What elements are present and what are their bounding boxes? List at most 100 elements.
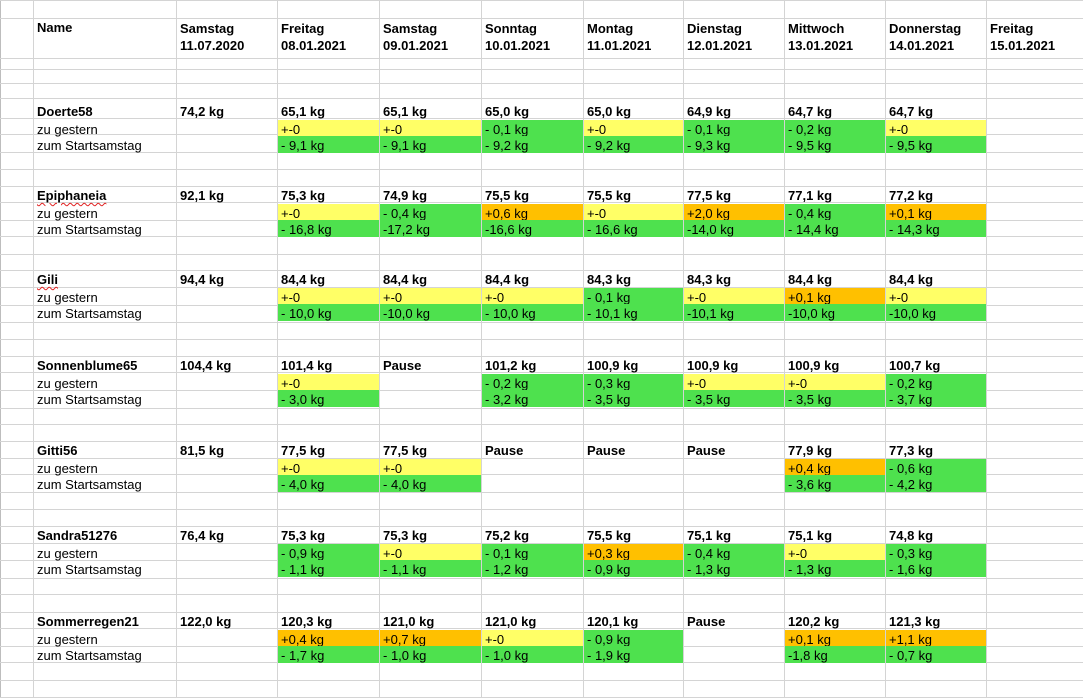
label-vs-start[interactable]: zum Startsamstag: [37, 648, 142, 663]
diff-start-cell[interactable]: - 3,2 kg: [482, 390, 583, 407]
weight-cell[interactable]: 84,4 kg: [788, 272, 833, 287]
diff-start-cell[interactable]: - 4,0 kg: [380, 475, 481, 492]
diff-start-cell[interactable]: - 16,6 kg: [584, 220, 683, 237]
diff-start-cell[interactable]: - 3,0 kg: [278, 390, 379, 407]
weight-cell[interactable]: 77,5 kg: [281, 443, 326, 458]
diff-start-cell[interactable]: - 4,2 kg: [886, 475, 986, 492]
start-weight[interactable]: 94,4 kg: [180, 272, 225, 287]
label-vs-start[interactable]: zum Startsamstag: [37, 562, 142, 577]
weight-cell[interactable]: 100,9 kg: [587, 358, 639, 373]
diff-yesterday-cell[interactable]: +2,0 kg: [684, 204, 784, 221]
header-column-3[interactable]: Samstag 09.01.2021: [380, 18, 481, 58]
diff-start-cell[interactable]: - 14,3 kg: [886, 220, 986, 237]
diff-yesterday-cell[interactable]: - 0,3 kg: [584, 374, 683, 391]
label-vs-yesterday[interactable]: zu gestern: [37, 290, 98, 305]
person-name[interactable]: Doerte58: [37, 104, 93, 119]
diff-start-cell[interactable]: - 9,3 kg: [684, 136, 784, 153]
label-vs-start[interactable]: zum Startsamstag: [37, 477, 142, 492]
diff-start-cell[interactable]: -10,0 kg: [380, 304, 481, 321]
diff-start-cell[interactable]: - 1,0 kg: [380, 646, 481, 663]
diff-yesterday-cell[interactable]: +-0: [380, 120, 481, 137]
start-weight[interactable]: 122,0 kg: [180, 614, 232, 629]
weight-cell[interactable]: 77,1 kg: [788, 188, 833, 203]
diff-start-cell[interactable]: -10,0 kg: [886, 304, 986, 321]
person-name[interactable]: Sonnenblume65: [37, 358, 138, 373]
weight-cell[interactable]: 75,5 kg: [587, 188, 632, 203]
start-weight[interactable]: 81,5 kg: [180, 443, 225, 458]
weight-cell[interactable]: 101,2 kg: [485, 358, 537, 373]
weight-cell[interactable]: 77,5 kg: [687, 188, 732, 203]
diff-start-cell[interactable]: -10,0 kg: [785, 304, 885, 321]
weight-cell[interactable]: Pause: [485, 443, 524, 458]
start-weight[interactable]: 74,2 kg: [180, 104, 225, 119]
diff-yesterday-cell[interactable]: +-0: [684, 288, 784, 305]
weight-cell[interactable]: 64,7 kg: [889, 104, 934, 119]
diff-start-cell[interactable]: -14,0 kg: [684, 220, 784, 237]
diff-yesterday-cell[interactable]: +-0: [482, 288, 583, 305]
diff-yesterday-cell[interactable]: - 0,1 kg: [482, 544, 583, 561]
label-vs-yesterday[interactable]: zu gestern: [37, 461, 98, 476]
diff-yesterday-cell[interactable]: +-0: [482, 630, 583, 647]
diff-yesterday-cell[interactable]: - 0,2 kg: [886, 374, 986, 391]
diff-yesterday-cell[interactable]: - 0,9 kg: [584, 630, 683, 647]
weight-cell[interactable]: 101,4 kg: [281, 358, 333, 373]
diff-start-cell[interactable]: - 1,9 kg: [584, 646, 683, 663]
diff-yesterday-cell[interactable]: +-0: [278, 120, 379, 137]
diff-start-cell[interactable]: - 10,0 kg: [482, 304, 583, 321]
weight-cell[interactable]: 84,3 kg: [687, 272, 732, 287]
header-column-2[interactable]: Freitag 08.01.2021: [278, 18, 379, 58]
diff-yesterday-cell[interactable]: +-0: [380, 544, 481, 561]
weight-cell[interactable]: 64,7 kg: [788, 104, 833, 119]
weight-cell[interactable]: 120,1 kg: [587, 614, 639, 629]
weight-cell[interactable]: 84,3 kg: [587, 272, 632, 287]
diff-start-cell[interactable]: - 1,1 kg: [278, 560, 379, 577]
diff-start-cell[interactable]: - 3,7 kg: [886, 390, 986, 407]
diff-start-cell[interactable]: - 9,2 kg: [584, 136, 683, 153]
diff-yesterday-cell[interactable]: - 0,4 kg: [785, 204, 885, 221]
weight-cell[interactable]: 100,7 kg: [889, 358, 941, 373]
weight-cell[interactable]: 84,4 kg: [281, 272, 326, 287]
weight-cell[interactable]: 75,3 kg: [281, 528, 326, 543]
header-column-1[interactable]: Samstag 11.07.2020: [177, 18, 277, 58]
diff-start-cell[interactable]: - 0,9 kg: [584, 560, 683, 577]
weight-cell[interactable]: 64,9 kg: [687, 104, 732, 119]
weight-cell[interactable]: 75,3 kg: [281, 188, 326, 203]
diff-yesterday-cell[interactable]: - 0,2 kg: [482, 374, 583, 391]
diff-start-cell[interactable]: - 1,7 kg: [278, 646, 379, 663]
diff-start-cell[interactable]: - 1,2 kg: [482, 560, 583, 577]
header-name[interactable]: Name: [37, 20, 73, 35]
weight-cell[interactable]: 75,5 kg: [587, 528, 632, 543]
diff-yesterday-cell[interactable]: - 0,9 kg: [278, 544, 379, 561]
weight-cell[interactable]: 121,0 kg: [485, 614, 537, 629]
weight-cell[interactable]: 77,2 kg: [889, 188, 934, 203]
diff-start-cell[interactable]: - 10,0 kg: [278, 304, 379, 321]
weight-cell[interactable]: 121,0 kg: [383, 614, 435, 629]
diff-yesterday-cell[interactable]: +0,4 kg: [278, 630, 379, 647]
diff-yesterday-cell[interactable]: - 0,4 kg: [684, 544, 784, 561]
weight-cell[interactable]: 74,8 kg: [889, 528, 934, 543]
diff-start-cell[interactable]: - 3,5 kg: [684, 390, 784, 407]
diff-yesterday-cell[interactable]: +-0: [380, 459, 481, 476]
header-column-5[interactable]: Montag 11.01.2021: [584, 18, 683, 58]
weight-cell[interactable]: 65,0 kg: [485, 104, 530, 119]
person-name[interactable]: Sandra51276: [37, 528, 118, 543]
weight-cell[interactable]: 120,3 kg: [281, 614, 333, 629]
weight-cell[interactable]: 77,9 kg: [788, 443, 833, 458]
diff-start-cell[interactable]: - 3,5 kg: [785, 390, 885, 407]
header-column-8[interactable]: Donnerstag 14.01.2021: [886, 18, 986, 58]
weight-cell[interactable]: Pause: [587, 443, 626, 458]
label-vs-yesterday[interactable]: zu gestern: [37, 546, 98, 561]
diff-yesterday-cell[interactable]: +0,3 kg: [584, 544, 683, 561]
diff-yesterday-cell[interactable]: +-0: [684, 374, 784, 391]
weight-cell[interactable]: 84,4 kg: [383, 272, 428, 287]
diff-yesterday-cell[interactable]: - 0,4 kg: [380, 204, 481, 221]
diff-start-cell[interactable]: - 14,4 kg: [785, 220, 885, 237]
diff-start-cell[interactable]: -10,1 kg: [684, 304, 784, 321]
label-vs-start[interactable]: zum Startsamstag: [37, 222, 142, 237]
diff-yesterday-cell[interactable]: - 0,6 kg: [886, 459, 986, 476]
diff-yesterday-cell[interactable]: - 0,2 kg: [785, 120, 885, 137]
diff-yesterday-cell[interactable]: +-0: [278, 288, 379, 305]
diff-yesterday-cell[interactable]: +1,1 kg: [886, 630, 986, 647]
diff-start-cell[interactable]: - 3,6 kg: [785, 475, 885, 492]
weight-cell[interactable]: 84,4 kg: [889, 272, 934, 287]
